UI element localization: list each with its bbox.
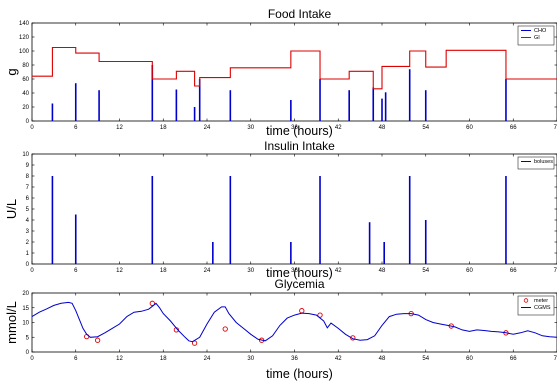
x-tick-label: 54 [422, 125, 429, 131]
y-tick-label: 120 [19, 35, 30, 41]
x-tick-label: 0 [30, 268, 34, 274]
x-tick-label: 18 [160, 356, 167, 362]
x-tick-label: 42 [335, 356, 342, 362]
x-tick-label: 0 [30, 125, 34, 131]
line-cgms [31, 301, 557, 343]
plot-area [31, 22, 557, 122]
x-tick-label: 12 [116, 356, 123, 362]
line-gi [32, 46, 557, 90]
x-tick-label: 60 [466, 356, 473, 362]
x-tick-label: 42 [335, 268, 342, 274]
y-tick-label: 0 [26, 350, 30, 356]
x-tick-label: 24 [204, 125, 211, 131]
chart-title: Food Intake [268, 7, 332, 21]
x-tick-label: 12 [116, 125, 123, 131]
x-axis-label: time (hours) [266, 266, 333, 280]
y-tick-label: 2 [26, 240, 30, 246]
x-axis-label: time (hours) [266, 124, 333, 138]
y-tick-label: 40 [22, 91, 29, 97]
legend-label: CGMS [534, 305, 551, 311]
y-tick-label: 3 [26, 229, 30, 235]
point-meter [149, 300, 155, 306]
x-tick-label: 60 [466, 268, 473, 274]
legend-box [517, 295, 555, 316]
series-gi [32, 46, 557, 90]
x-tick-label: 0 [30, 356, 34, 362]
y-tick-label: 10 [22, 321, 29, 327]
legend-label: boluses [534, 159, 553, 165]
y-tick-label: 20 [22, 291, 29, 297]
chart-panel-3: Glycemia time (hours) mmol/L 0 6 12 18 24 30 36 42… [4, 277, 557, 381]
y-axis-label: mmol/L [4, 301, 19, 344]
legend-swatch [523, 298, 529, 303]
x-tick-label: 42 [335, 125, 342, 131]
y-tick-label: 8 [26, 174, 30, 180]
plot-area [31, 292, 557, 353]
y-tick-label: 10 [22, 152, 29, 158]
x-tick-label: 54 [422, 268, 429, 274]
legend-box [517, 156, 555, 170]
y-tick-label: 100 [19, 49, 30, 55]
y-tick-label: 4 [26, 218, 30, 224]
plot-area [31, 153, 557, 265]
x-tick-label: 72 [554, 356, 557, 362]
x-tick-label: 6 [74, 125, 78, 131]
x-tick-label: 72 [554, 125, 557, 131]
x-tick-label: 66 [510, 356, 517, 362]
x-tick-label: 24 [204, 268, 211, 274]
x-tick-label: 72 [554, 268, 557, 274]
x-axis-label: time (hours) [266, 367, 333, 381]
x-tick-label: 18 [160, 125, 167, 131]
legend-label: meter [534, 298, 548, 304]
x-tick-label: 66 [510, 268, 517, 274]
x-tick-label: 48 [379, 356, 386, 362]
chart-panel-1: Food Intake time (hours) g 0 6 12 18 24 30 36 42 48… [4, 7, 557, 138]
series-cgms [31, 301, 557, 343]
x-tick-label: 48 [379, 268, 386, 274]
y-tick-label: 7 [26, 185, 30, 191]
y-axis-label: g [4, 68, 19, 75]
x-tick-label: 54 [422, 356, 429, 362]
y-tick-label: 0 [26, 119, 30, 125]
x-tick-label: 36 [291, 268, 298, 274]
x-tick-label: 30 [247, 356, 254, 362]
x-tick-label: 12 [116, 268, 123, 274]
y-tick-label: 140 [19, 21, 30, 27]
x-tick-label: 36 [291, 356, 298, 362]
point-meter [222, 326, 228, 332]
x-tick-label: 30 [247, 125, 254, 131]
legend-label: CHO [534, 28, 547, 34]
point-meter [94, 337, 101, 343]
y-tick-label: 0 [26, 262, 30, 268]
y-axis-label: U/L [4, 199, 19, 219]
legend: boluses [517, 156, 555, 170]
y-tick-label: 5 [26, 335, 30, 341]
chart-title: Insulin Intake [264, 139, 335, 153]
y-tick-label: 6 [26, 196, 30, 202]
legend-label: GI [534, 35, 540, 41]
x-tick-label: 30 [247, 268, 254, 274]
y-tick-label: 1 [26, 251, 30, 257]
x-tick-label: 6 [74, 356, 78, 362]
x-tick-label: 24 [204, 356, 211, 362]
y-tick-label: 5 [26, 207, 30, 213]
point-meter [317, 312, 323, 318]
y-tick-label: 60 [22, 77, 29, 83]
x-tick-label: 48 [379, 125, 386, 131]
y-tick-label: 20 [22, 105, 29, 111]
y-tick-label: 15 [22, 306, 29, 312]
x-tick-label: 18 [160, 268, 167, 274]
x-tick-label: 6 [74, 268, 78, 274]
y-tick-label: 80 [22, 63, 29, 69]
series-boluses [51, 176, 507, 264]
chart-title: Glycemia [274, 277, 324, 291]
y-tick-label: 9 [26, 163, 30, 169]
x-tick-label: 60 [466, 125, 473, 131]
x-tick-label: 36 [291, 125, 298, 131]
x-tick-label: 66 [510, 125, 517, 131]
